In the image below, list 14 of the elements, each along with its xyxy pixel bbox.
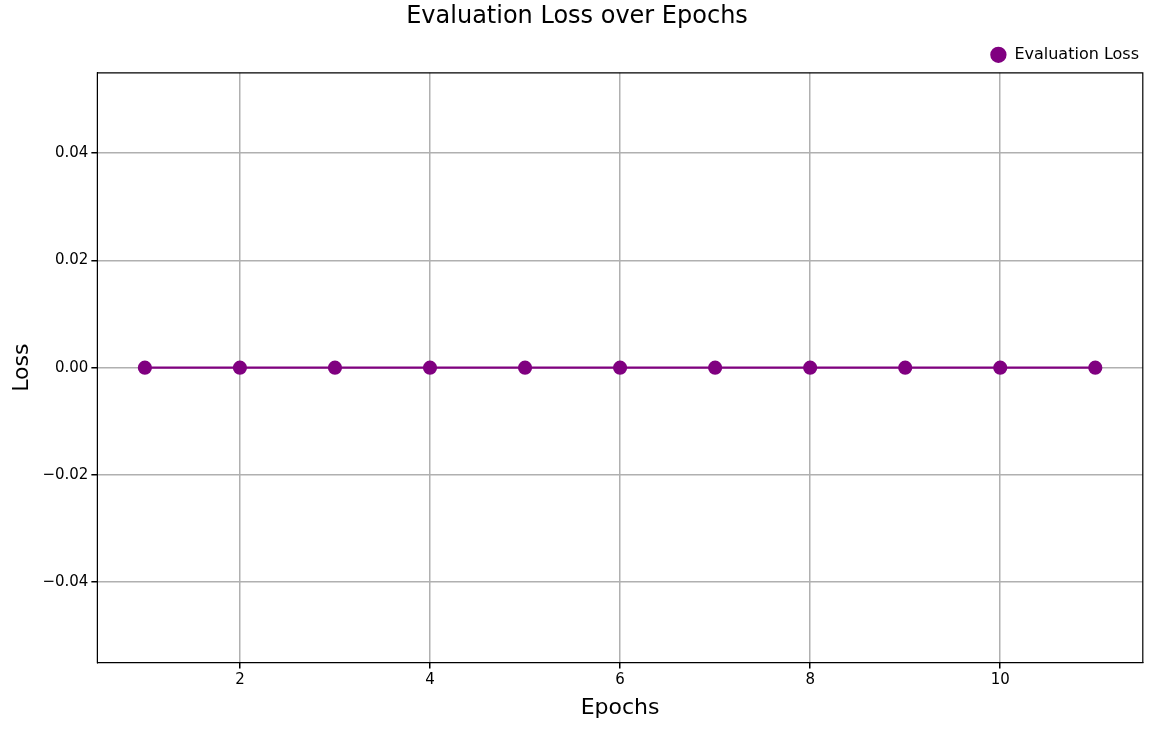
- y-tick-label: −0.04: [42, 572, 89, 591]
- y-tick-label: 0.00: [54, 357, 89, 376]
- y-tick-label: 0.02: [54, 250, 89, 269]
- y-tick-label: 0.04: [54, 143, 89, 162]
- x-axis-title: Epochs: [580, 693, 660, 719]
- x-tick-label: 10: [990, 670, 1010, 689]
- legend-label: Evaluation Loss: [1014, 43, 1140, 63]
- x-tick-label: 4: [425, 670, 435, 689]
- x-tick-label: 2: [235, 670, 245, 689]
- y-axis-title: Loss: [7, 343, 33, 392]
- x-tick-label: 6: [615, 670, 625, 689]
- y-tick-label: −0.02: [42, 464, 89, 483]
- x-tick-label: 8: [805, 670, 815, 689]
- chart-title: Evaluation Loss over Epochs: [406, 0, 748, 29]
